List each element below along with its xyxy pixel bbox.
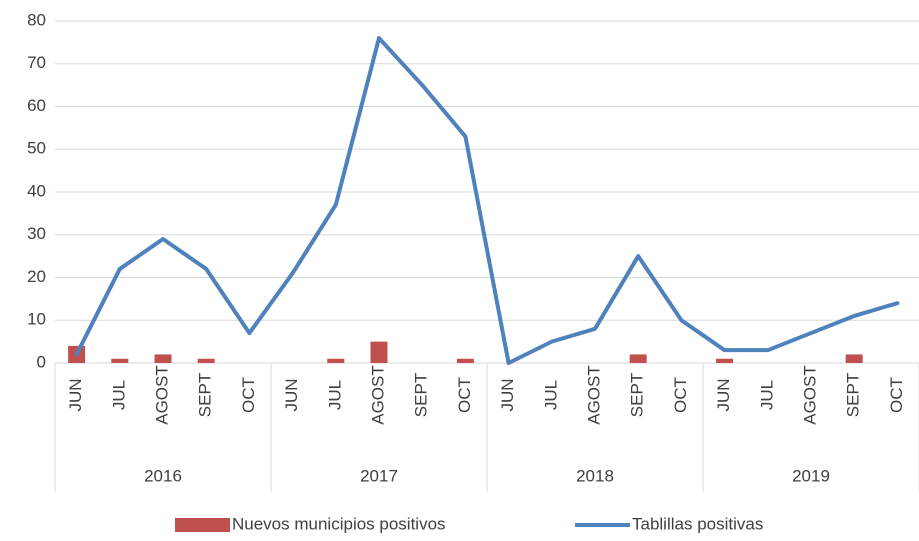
bar <box>456 358 474 363</box>
bar <box>327 358 345 363</box>
y-tick-label: 70 <box>27 53 46 72</box>
bar <box>197 358 215 363</box>
x-tick-label: SEPT <box>196 373 215 417</box>
line <box>74 36 900 365</box>
x-tick-label: SEPT <box>412 373 431 417</box>
x-tick-label: AGOST <box>152 365 171 425</box>
x-tick-label: OCT <box>239 377 258 413</box>
legend-label: Tablillas positivas <box>632 514 763 533</box>
x-tick-label: AGOST <box>584 365 603 425</box>
x-tick-label: AGOST <box>368 365 387 425</box>
x-tick-label: OCT <box>671 377 690 413</box>
y-tick-label: 40 <box>27 181 46 200</box>
y-tick-label: 60 <box>27 96 46 115</box>
y-tick-label: 20 <box>27 267 46 286</box>
x-tick-label: OCT <box>887 377 906 413</box>
x-tick-label: JUL <box>541 380 560 410</box>
bar <box>370 341 388 363</box>
y-tick-label: 10 <box>27 310 46 329</box>
x-tick-label: AGOST <box>800 365 819 425</box>
group-label: 2017 <box>360 466 398 485</box>
y-tick-label: 30 <box>27 224 46 243</box>
x-tick-label: SEPT <box>844 373 863 417</box>
x-tick-label: JUN <box>714 378 733 411</box>
x-tick-label: JUN <box>66 378 85 411</box>
bar <box>111 358 129 363</box>
legend-swatch <box>175 518 230 532</box>
bar <box>716 358 734 363</box>
x-tick-label: JUN <box>282 378 301 411</box>
x-tick-label: JUL <box>757 380 776 410</box>
x-tick-label: SEPT <box>628 373 647 417</box>
y-tick-label: 0 <box>37 352 46 371</box>
x-tick-label: JUL <box>109 380 128 410</box>
group-label: 2018 <box>576 466 614 485</box>
group-label: 2019 <box>792 466 830 485</box>
legend-label: Nuevos municipios positivos <box>232 514 446 533</box>
x-tick-label: JUN <box>498 378 517 411</box>
y-tick-label: 80 <box>27 10 46 29</box>
x-tick-label: OCT <box>455 377 474 413</box>
bar <box>845 354 863 363</box>
bar <box>154 354 172 363</box>
x-tick-label: JUL <box>325 380 344 410</box>
y-tick-label: 50 <box>27 139 46 158</box>
group-label: 2016 <box>144 466 182 485</box>
bar <box>629 354 647 363</box>
